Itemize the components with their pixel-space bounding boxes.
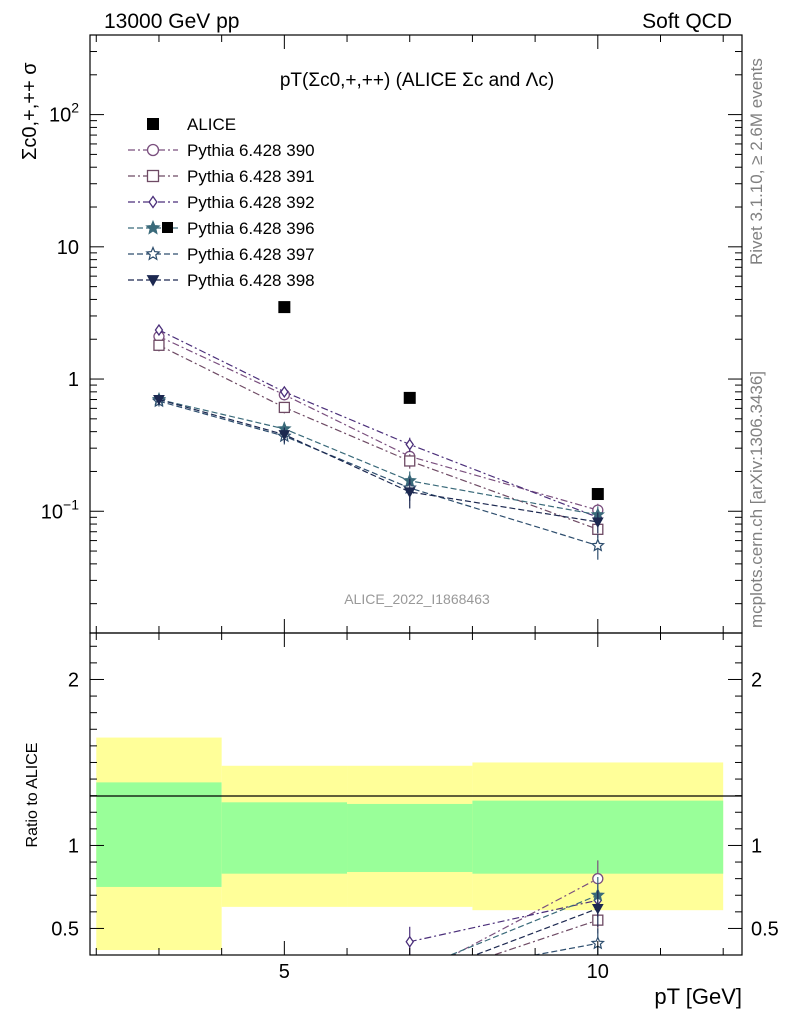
legend-marker [146,169,160,183]
data-point [154,323,164,337]
ratio-uncertainty-bands [96,737,724,951]
x-axis-label: pT [GeV] [654,984,742,1009]
ratio-data-point [404,972,415,983]
ratio-series-line [452,878,599,955]
data-point [405,438,415,451]
legend-label: Pythia 6.428 390 [187,141,315,160]
ratio-series-pythia-397 [404,928,605,983]
ratio-data-point [591,904,604,915]
series-pythia-392 [154,323,603,526]
series-line [158,335,598,511]
legend-label: Pythia 6.428 396 [187,219,315,238]
ratio-y-tick-label: 0.5 [51,918,79,940]
legend-label: Pythia 6.428 398 [187,271,315,290]
analysis-watermark: ALICE_2022_I1868463 [344,591,490,607]
legend-marker [145,245,161,261]
data-point [591,488,604,501]
legend-marker [148,195,158,209]
ratio-plot-frame [89,632,743,956]
legend-label: Pythia 6.428 397 [187,245,315,264]
data-point [278,401,290,414]
series-line [158,344,599,530]
x-tick-label: 10 [587,961,609,983]
data-point [591,517,604,528]
ratio-data-point [405,976,415,985]
ratio-data-point [405,935,415,948]
green-band [96,782,222,887]
legend-marker [162,222,173,233]
data-point [404,455,416,467]
data-point [153,339,165,351]
ratio-data-point [404,966,415,977]
plot-title: pT(Σc0,+,++) (ALICE Σc and Λc) [280,70,554,91]
legend-label: ALICE [187,115,236,134]
mcplots-label: mcplots.cern.ch [arXiv:1306.3436] [747,371,766,628]
ratio-series-line [409,899,598,943]
ratio-axis-ticks: 0.5 0.5 1 1 2 2 5 10 [51,633,779,983]
ratio-y-tick-label-right: 0.5 [751,918,779,940]
data-point [153,395,165,406]
ratio-series-line [491,919,598,955]
series-line [158,329,599,518]
header-left: 13000 GeV pp [104,10,239,33]
y-tick-label: 10−1 [41,496,79,523]
data-point [403,487,416,498]
ratio-series-layer [404,860,605,988]
x-tick-label: 5 [279,961,290,983]
main-y-axis-label: Σc0,+,++ σ [19,62,41,160]
ratio-y-axis-label: Ratio to ALICE [24,743,41,848]
ratio-series-line [473,907,599,955]
series-pythia-391 [153,339,604,538]
ratio-series-line [449,894,599,955]
legend-marker [146,143,160,157]
ratio-y-tick-label-right: 1 [751,835,762,857]
header-right: Soft QCD [642,10,732,33]
series-line [158,400,598,547]
ratio-y-tick-label: 1 [68,835,79,857]
data-point [590,538,605,552]
data-point [278,430,291,441]
ratio-y-tick-label: 2 [68,669,79,691]
ratio-y-tick-label-right: 2 [751,669,762,691]
legend-marker [146,275,160,287]
main-plot-panel: 10−1 1 10 102 pT(Σc0,+,++) (ALICE Σc and Λc… [19,34,743,634]
rivet-version-label: Rivet 3.1.10, ≥ 2.6M events [747,58,766,265]
y-tick-label: 1 [68,369,79,391]
ratio-plot-panel: 0.5 0.5 1 1 2 2 5 10 Ratio to ALICE pT [GeV] [24,632,779,1009]
y-tick-label: 10 [57,237,79,259]
data-point [403,391,416,404]
ratio-data-point [405,978,415,988]
y-tick-label: 102 [49,100,79,127]
main-axis-ticks: 10−1 1 10 102 [41,34,742,633]
series-pythia-390 [153,330,604,518]
series-pythia-398 [153,394,604,534]
green-band [347,803,473,873]
series-line [158,398,598,516]
legend-marker [147,118,159,130]
series-alice [278,301,604,501]
series-line [158,398,598,523]
data-point [278,301,291,314]
data-point [280,385,289,398]
series-pythia-397 [151,393,605,560]
main-series-layer [151,301,605,560]
legend-label: Pythia 6.428 392 [187,193,315,212]
legend: ALICE Pythia 6.428 390 Pythia 6.428 391 Pyt… [128,115,315,290]
legend-marker [145,219,161,235]
ratio-series-line [531,942,598,955]
series-pythia-396 [151,391,605,525]
ratio-data-point [405,973,415,983]
legend-label: Pythia 6.428 391 [187,167,315,186]
green-band [221,802,348,874]
ratio-series-pythia-398 [405,890,604,985]
